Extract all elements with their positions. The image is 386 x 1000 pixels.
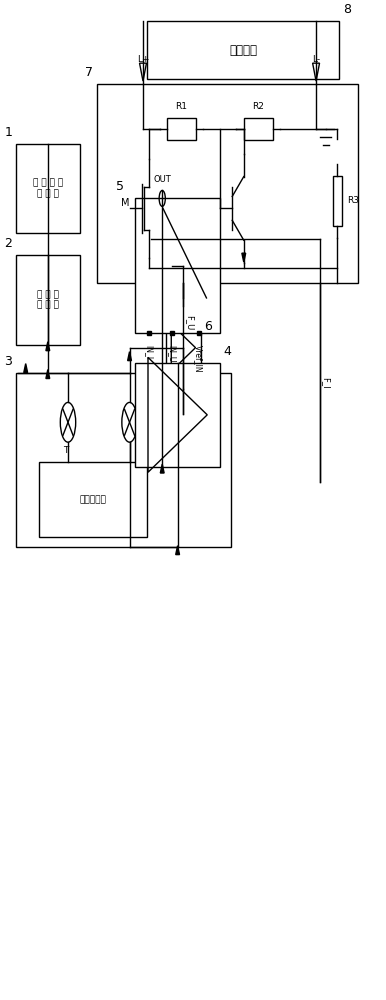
Polygon shape (181, 273, 186, 283)
Text: M: M (122, 198, 130, 208)
Polygon shape (46, 370, 50, 379)
Bar (39, 462, 147, 537)
Bar (166, 306, 201, 389)
Text: OUT: OUT (153, 175, 171, 184)
Text: L+: L+ (137, 55, 149, 64)
Text: 环 境 温 度
传 感 器: 环 境 温 度 传 感 器 (33, 179, 63, 198)
Polygon shape (160, 464, 164, 473)
Polygon shape (46, 342, 50, 351)
Bar (135, 198, 220, 333)
Bar (333, 176, 342, 226)
Text: 3: 3 (4, 355, 12, 368)
Bar (16, 373, 232, 547)
Bar (167, 118, 196, 140)
Text: F_U: F_U (185, 315, 194, 330)
Polygon shape (128, 352, 132, 361)
Text: R2: R2 (252, 102, 264, 111)
Text: 整数电路: 整数电路 (229, 44, 257, 57)
Polygon shape (176, 546, 179, 555)
Polygon shape (242, 253, 245, 262)
Bar (147, 21, 339, 79)
Polygon shape (181, 404, 186, 414)
Text: 温度校验框: 温度校验框 (80, 495, 107, 504)
Text: 2: 2 (4, 237, 12, 250)
Text: IN_U: IN_U (168, 345, 176, 362)
Text: 1: 1 (4, 126, 12, 139)
Text: L-: L- (312, 55, 320, 64)
Polygon shape (24, 364, 27, 373)
Text: 5: 5 (116, 180, 124, 193)
Bar (16, 144, 80, 233)
Bar (16, 255, 80, 345)
Text: 4: 4 (224, 345, 232, 358)
Text: R3: R3 (347, 196, 359, 205)
Text: F_I: F_I (321, 377, 330, 388)
Text: R1: R1 (176, 102, 188, 111)
Text: 6: 6 (204, 320, 212, 333)
Text: 8: 8 (343, 3, 351, 16)
Text: IN_I: IN_I (144, 345, 153, 359)
Bar (244, 118, 273, 140)
Text: 7: 7 (85, 66, 93, 79)
Bar (135, 363, 220, 467)
Text: 温 度 检
测 电 路: 温 度 检 测 电 路 (37, 290, 59, 310)
Text: Vref_IN: Vref_IN (194, 345, 203, 372)
Text: T: T (63, 446, 69, 455)
Bar (97, 84, 358, 283)
